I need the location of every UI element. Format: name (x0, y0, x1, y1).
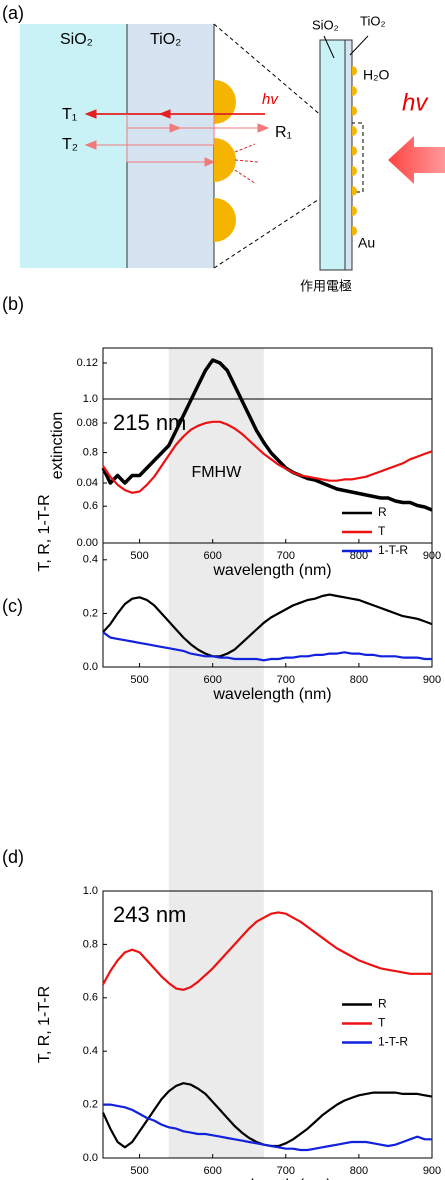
y-tick-label: 0.08 (77, 417, 98, 429)
y-tick-label: 1.0 (83, 393, 98, 405)
legend-label: R (378, 505, 387, 519)
chart: (c) 0.0 0.2 0.4 0.6 0.8 1.0 500 600 700 800 900 wave… (2, 393, 441, 703)
x-tick-label: 600 (203, 1165, 221, 1177)
panel-label: (d) (2, 847, 24, 867)
chart-title: 243 nm (113, 902, 186, 927)
electrode-sio2 (319, 39, 346, 271)
label: T₂ (62, 136, 78, 153)
electrode-tio2 (344, 39, 353, 271)
data-line (103, 1103, 432, 1152)
arrows (84, 109, 265, 119)
plot-frame (102, 398, 433, 668)
x-tick-label: 500 (130, 1165, 148, 1177)
y-tick-label: 0.6 (83, 500, 98, 512)
y-tick-label: 0.8 (83, 447, 98, 459)
chart: (d) 0.0 0.2 0.4 0.6 0.8 1.0 500 600 700 800 900 wave… (2, 847, 441, 1180)
light-arrow (388, 136, 445, 184)
y-tick-label: 0.0 (83, 1152, 98, 1164)
x-tick-label: 800 (350, 550, 368, 562)
label: hv (402, 89, 429, 116)
x-tick-label: 600 (203, 550, 221, 562)
au-particle (214, 198, 236, 242)
legend-label: T (378, 524, 386, 538)
y-tick-label: 0.00 (77, 537, 98, 549)
data-line (102, 593, 433, 658)
label: H₂O (363, 67, 390, 83)
legend-label: T (378, 1016, 386, 1030)
label: 作用電極 (300, 278, 352, 293)
label: TiO₂ (150, 31, 181, 48)
x-tick-label: 900 (423, 1165, 441, 1177)
y-tick-label: 1.0 (83, 885, 98, 897)
x-axis-label: wavelength (nm) (212, 1177, 331, 1180)
data-line (101, 358, 433, 512)
x-tick-label: 700 (277, 550, 295, 562)
y-tick-label: 0.4 (83, 1045, 98, 1057)
x-tick-label: 700 (277, 1165, 295, 1177)
pointer (323, 35, 335, 59)
data-line (102, 420, 433, 494)
y-tick-label: 0.8 (83, 938, 98, 950)
x-tick-label: 500 (130, 550, 148, 562)
y-axis-label: T, R, 1-T-R (36, 494, 53, 571)
x-tick-label: 800 (350, 1165, 368, 1177)
y-tick-label: 0.04 (77, 477, 98, 489)
y-tick-label: 0.6 (83, 992, 98, 1004)
panel-label: (a) (2, 3, 24, 23)
label: SiO₂ (312, 17, 339, 32)
y-tick-label: 0.12 (77, 357, 98, 369)
tio2-layer (127, 24, 214, 268)
x-tick-label: 700 (277, 674, 295, 686)
pointer (349, 35, 369, 56)
legend-label: 1-T-R (378, 543, 408, 557)
panel-label: (b) (2, 294, 24, 314)
panel-label: (c) (2, 596, 23, 616)
label: Au (358, 235, 375, 251)
x-tick-label: 800 (350, 674, 368, 686)
label: R₁ (275, 124, 292, 141)
scatter-arrows (234, 143, 259, 185)
chart-title: 215 nm (113, 410, 186, 435)
data-line (102, 911, 432, 991)
legend-label: R (378, 997, 387, 1011)
au-particle (214, 80, 236, 124)
label: SiO₂ (60, 31, 93, 48)
label: T₁ (62, 106, 77, 123)
y-tick-label: 0.0 (83, 661, 98, 673)
sio2-layer (20, 24, 127, 268)
x-axis-label: wavelength (nm) (212, 686, 331, 703)
electrode-au (352, 66, 357, 236)
label: TiO₂ (360, 13, 386, 28)
y-axis-label: T, R, 1-T-R (36, 986, 53, 1063)
data-line (102, 631, 432, 662)
x-tick-label: 500 (130, 674, 148, 686)
y-tick-label: 0.2 (83, 607, 98, 619)
y-axis-label: extinction (49, 412, 66, 480)
au-particle (214, 138, 236, 182)
x-tick-label: 900 (423, 674, 441, 686)
diagram: (a) SiO₂ TiO₂ T₁ T₂ R₁ hv (2, 3, 445, 293)
x-tick-label: 600 (203, 674, 221, 686)
x-axis-label: wavelength (nm) (212, 562, 331, 579)
label: hv (262, 91, 279, 108)
arrows (84, 114, 270, 167)
data-line (101, 1082, 433, 1149)
annotation: FMHW (191, 464, 242, 481)
y-tick-label: 0.4 (83, 554, 98, 566)
plot-frame (102, 890, 433, 1159)
y-tick-label: 0.2 (83, 1099, 98, 1111)
shade-band (168, 348, 264, 1158)
legend-label: 1-T-R (378, 1035, 408, 1049)
